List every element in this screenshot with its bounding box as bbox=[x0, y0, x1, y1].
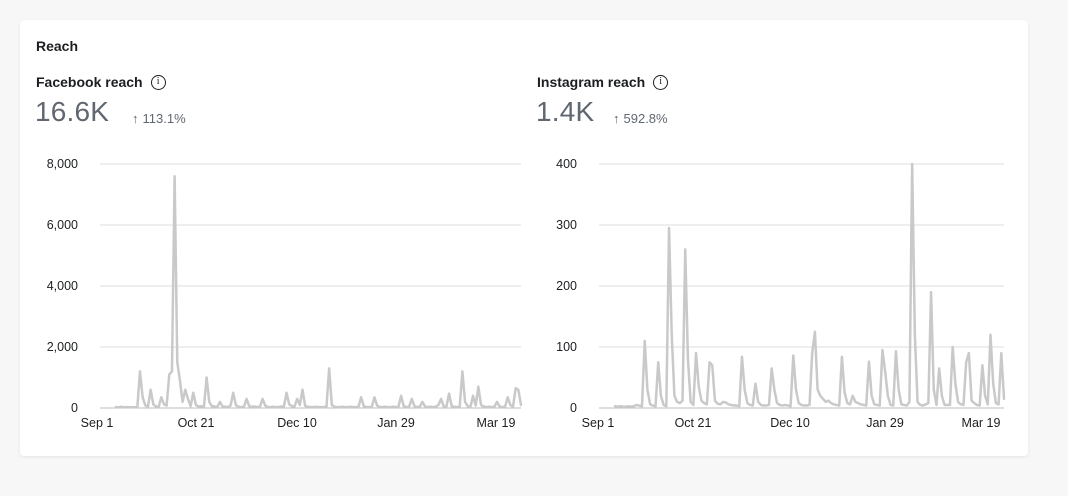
info-icon[interactable]: i bbox=[150, 74, 166, 90]
metric-value: 1.4K bbox=[536, 96, 595, 127]
instagram-reach-chart: 0 100 200 300 400 Sep 1 Oct 21 Dec 10 Jan 29 Mar … bbox=[556, 157, 1006, 430]
change-indicator: ↑ 113.1% bbox=[132, 111, 186, 126]
y-tick-label: 4,000 bbox=[47, 279, 78, 293]
y-tick-label: 2,000 bbox=[47, 340, 78, 354]
x-tick-label: Oct 21 bbox=[178, 416, 215, 430]
y-tick-label: 0 bbox=[570, 401, 577, 415]
metric-title: Facebook reach bbox=[36, 74, 143, 90]
x-tick-label: Oct 21 bbox=[675, 416, 712, 430]
change-value: 113.1% bbox=[142, 111, 186, 126]
series-line bbox=[114, 174, 523, 409]
y-tick-label: 8,000 bbox=[47, 157, 78, 171]
x-tick-label: Mar 19 bbox=[962, 416, 1001, 430]
x-tick-label: Jan 29 bbox=[377, 416, 415, 430]
x-tick-label: Dec 10 bbox=[277, 416, 317, 430]
change-indicator: ↑ 592.8% bbox=[613, 111, 668, 126]
arrow-up-icon: ↑ bbox=[613, 111, 620, 126]
x-tick-label: Sep 1 bbox=[81, 416, 114, 430]
metric-title: Instagram reach bbox=[537, 74, 646, 90]
y-tick-label: 200 bbox=[556, 279, 577, 293]
change-value: 592.8% bbox=[623, 111, 668, 126]
x-tick-label: Sep 1 bbox=[582, 416, 615, 430]
series-line bbox=[613, 162, 1006, 409]
y-tick-label: 300 bbox=[556, 218, 577, 232]
y-tick-label: 100 bbox=[556, 340, 577, 354]
x-tick-label: Mar 19 bbox=[477, 416, 516, 430]
reach-card: Reach Facebook reach i 16.6K ↑ 113.1% 0 2… bbox=[20, 20, 1028, 456]
instagram-reach-panel: Instagram reach i 1.4K ↑ 592.8% 0 100 200 3… bbox=[521, 20, 1021, 456]
metric-header: Instagram reach i bbox=[537, 74, 669, 90]
section-title: Reach bbox=[36, 38, 79, 54]
y-tick-label: 6,000 bbox=[47, 218, 78, 232]
x-tick-label: Jan 29 bbox=[866, 416, 904, 430]
x-tick-label: Dec 10 bbox=[770, 416, 810, 430]
arrow-up-icon: ↑ bbox=[132, 111, 139, 126]
facebook-reach-panel: Facebook reach i 16.6K ↑ 113.1% 0 2,000 4,… bbox=[20, 20, 523, 456]
facebook-reach-chart: 0 2,000 4,000 6,000 8,000 Sep 1 Oct 21 Dec 10 Ja… bbox=[47, 157, 523, 430]
metric-value: 16.6K bbox=[35, 96, 110, 127]
metric-header: Facebook reach i bbox=[36, 74, 166, 90]
info-icon[interactable]: i bbox=[653, 74, 669, 90]
y-tick-label: 400 bbox=[556, 157, 577, 171]
y-tick-label: 0 bbox=[71, 401, 78, 415]
